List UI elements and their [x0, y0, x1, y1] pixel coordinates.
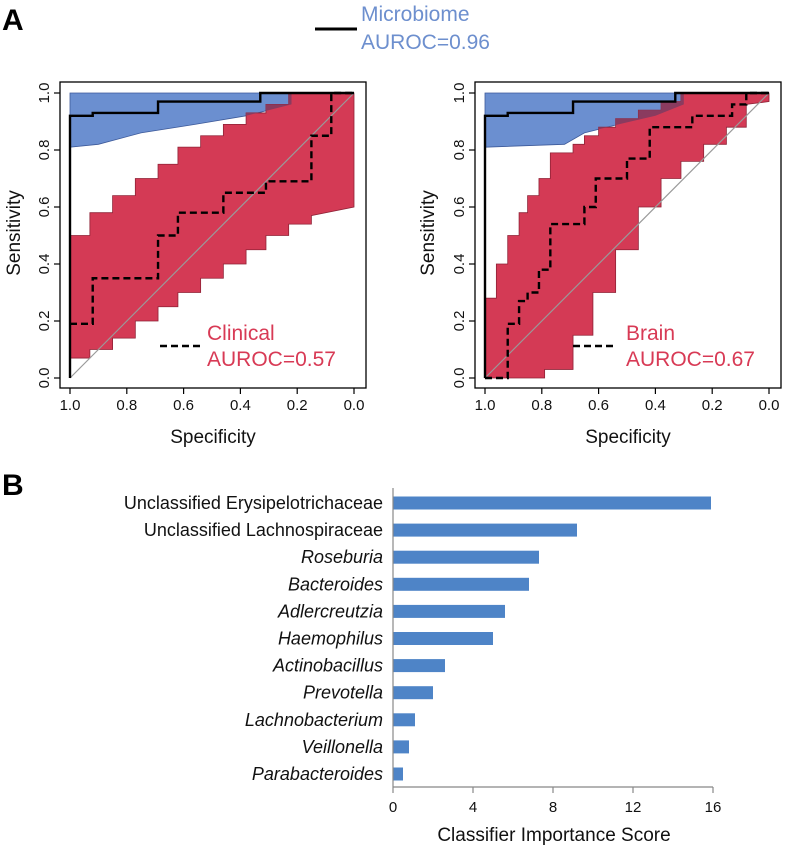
microbiome-legend-auroc: AUROC=0.96 [361, 31, 490, 54]
bar [393, 659, 445, 673]
bar-category-label: Adlercreutzia [277, 601, 383, 621]
roc1-lines [68, 91, 355, 379]
panel-b-letter: B [2, 469, 24, 502]
roc1-bands [69, 92, 355, 359]
chance-diagonal [484, 92, 770, 379]
bar-category-label: Unclassified Erysipelotrichaceae [124, 493, 383, 513]
bar [393, 496, 711, 510]
bar-category-label: Veillonella [302, 737, 383, 757]
roc1-y-ticks: 0.0 0.2 0.4 0.6 0.8 1.0 [36, 83, 60, 389]
brain-roc-line [485, 91, 769, 380]
roc1-legend-auroc: AUROC=0.57 [207, 348, 336, 371]
roc2-x-axis-title: Specificity [585, 427, 671, 448]
bar [393, 740, 409, 754]
y-tick-label: 0.8 [36, 140, 53, 161]
bar-x-axis: 0 4 8 12 16 [389, 488, 722, 816]
bar-category-label: Prevotella [303, 683, 383, 703]
bar-category-label: Roseburia [301, 547, 383, 567]
x-tick-label: 0.8 [531, 397, 552, 414]
microbiome-roc-line [68, 91, 354, 378]
roc1-x-ticks: 1.0 0.8 0.6 0.4 0.2 0.0 [60, 388, 365, 414]
clinical-ci-band [69, 92, 355, 359]
bar-category-label: Actinobacillus [272, 656, 383, 676]
x-tick-label: 0.6 [588, 397, 609, 414]
microbiome-roc-line [483, 91, 769, 378]
y-tick-label: 0.6 [36, 197, 53, 218]
chance-diagonal [69, 92, 355, 379]
roc1-legend-name: Clinical [207, 322, 275, 345]
microbiome-legend-name: Microbiome [361, 3, 470, 26]
x-tick-label: 0.4 [230, 397, 251, 414]
x-tick-label: 0.0 [344, 397, 365, 414]
x-tick-label: 0.2 [287, 397, 308, 414]
x-tick-label: 0.4 [645, 397, 666, 414]
bar-category-labels: Unclassified Erysipelotrichaceae Unclassi… [124, 493, 383, 784]
roc2-y-ticks: 0.0 0.2 0.4 0.6 0.8 1.0 [451, 83, 475, 389]
bar-x-tick-label: 4 [469, 799, 477, 816]
roc2-frame [474, 81, 782, 389]
y-tick-label: 0.6 [451, 197, 468, 218]
bar [393, 523, 577, 537]
bar-x-axis-title: Classifier Importance Score [437, 825, 670, 846]
clinical-roc-line [70, 91, 354, 326]
roc2-legend-auroc: AUROC=0.67 [626, 348, 755, 371]
x-tick-label: 0.0 [759, 397, 780, 414]
bar-category-label: Parabacteroides [252, 764, 383, 784]
bar [393, 632, 493, 645]
x-tick-label: 0.2 [702, 397, 723, 414]
bar [393, 604, 505, 618]
y-tick-label: 0.2 [36, 311, 53, 332]
roc2-legend-name: Brain [626, 322, 675, 345]
bar-category-label: Lachnobacterium [245, 710, 383, 730]
y-tick-label: 0.4 [451, 254, 468, 275]
roc2-y-axis-title: Sensitivity [418, 190, 439, 276]
bar-x-tick-label: 0 [389, 799, 397, 816]
y-tick-label: 0.4 [36, 254, 53, 275]
bar [393, 577, 529, 591]
bar [393, 713, 415, 727]
y-tick-label: 0.8 [451, 140, 468, 161]
roc2-lines [483, 91, 770, 380]
y-tick-label: 0.0 [36, 368, 53, 389]
x-tick-label: 1.0 [60, 397, 81, 414]
bar [393, 686, 433, 700]
bar [393, 550, 539, 564]
y-tick-label: 0.2 [451, 311, 468, 332]
roc2-x-ticks: 1.0 0.8 0.6 0.4 0.2 0.0 [475, 388, 780, 414]
bar-x-tick-label: 8 [549, 799, 557, 816]
bar-category-label: Haemophilus [278, 629, 383, 649]
bar [393, 767, 403, 781]
bar-category-label: Unclassified Lachnospiraceae [144, 520, 383, 540]
x-tick-label: 0.8 [116, 397, 137, 414]
panel-a-letter: A [2, 4, 24, 37]
y-tick-label: 0.0 [451, 368, 468, 389]
importance-bar-chart: Unclassified Erysipelotrichaceae Unclassi… [124, 488, 721, 846]
bar-category-label: Bacteroides [288, 574, 383, 594]
bar-x-tick-label: 12 [625, 799, 642, 816]
x-tick-label: 0.6 [173, 397, 194, 414]
roc-panel-clinical: 1.0 0.8 0.6 0.4 0.2 0.0 0.0 0.2 0.4 0.6 0.8 1.0 Sp… [4, 81, 367, 448]
roc1-frame [59, 81, 367, 389]
roc1-x-axis-title: Specificity [170, 427, 256, 448]
bar-group [393, 496, 711, 781]
y-tick-label: 1.0 [36, 83, 53, 104]
y-tick-label: 1.0 [451, 83, 468, 104]
x-tick-label: 1.0 [475, 397, 496, 414]
bar-x-tick-label: 16 [705, 799, 722, 816]
roc-panel-brain: 1.0 0.8 0.6 0.4 0.2 0.0 0.0 0.2 0.4 0.6 0.8 1.0 Sp… [418, 81, 782, 448]
roc1-y-axis-title: Sensitivity [4, 190, 25, 276]
